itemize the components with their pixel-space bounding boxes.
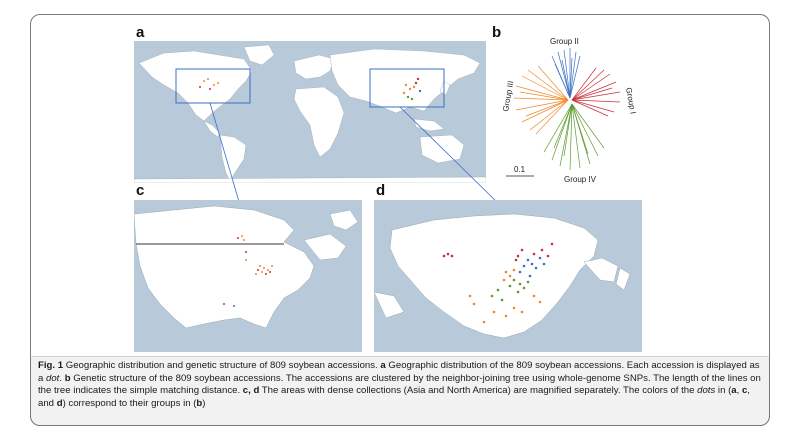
scale-bar-label: 0.1: [514, 165, 526, 174]
label-group-iv: Group IV: [564, 175, 597, 184]
label-group-i: Group I: [624, 87, 637, 115]
world-map: [134, 41, 486, 183]
panel-label-b: b: [492, 24, 502, 41]
asia-box: [369, 68, 445, 108]
phylogenetic-tree: Group II Group I Group III Group IV 0.1: [492, 30, 662, 190]
panel-label-a: a: [136, 24, 145, 41]
label-group-iii: Group III: [501, 80, 515, 112]
label-group-ii: Group II: [550, 37, 579, 46]
north-america-map: [134, 200, 362, 352]
north-america-box: [175, 68, 251, 104]
china-map: [374, 200, 642, 352]
panel-label-d: d: [376, 182, 386, 199]
panel-label-c: c: [136, 182, 145, 199]
figure-caption: Fig. 1 Geographic distribution and genet…: [38, 360, 761, 409]
caption-box: [30, 356, 770, 426]
